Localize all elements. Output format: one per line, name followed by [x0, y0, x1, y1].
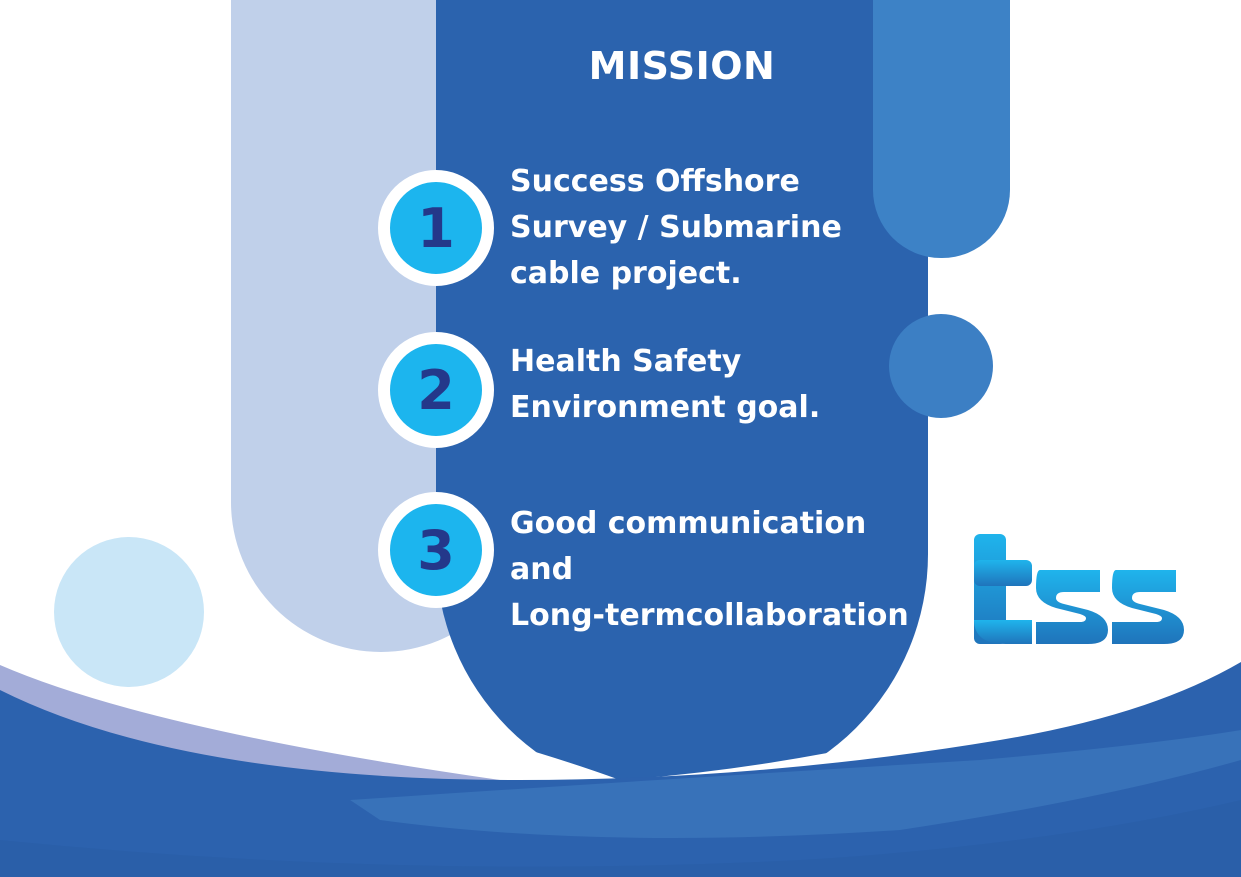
mission-item-line: Long-termcollaboration	[510, 598, 909, 633]
mission-item-1: Success Offshore Survey / Submarine cabl…	[510, 159, 930, 297]
number-badge-2: 2	[378, 332, 494, 448]
blue-wave-light	[350, 730, 1241, 838]
mission-item-line: Survey / Submarine	[510, 210, 842, 245]
mission-item-line: cable project.	[510, 256, 742, 291]
mission-item-line: Success Offshore	[510, 164, 800, 199]
mission-item-3: Good communication and Long-termcollabor…	[510, 501, 920, 639]
decorative-circle-pale	[54, 537, 204, 687]
right-pill-shape	[873, 0, 1010, 258]
lavender-band	[0, 665, 500, 810]
badge-number: 3	[417, 518, 455, 582]
tss-logo-icon	[974, 534, 1184, 644]
badge-number: 1	[417, 196, 455, 260]
decorative-circle-blue	[889, 314, 993, 418]
page-title: MISSION	[588, 44, 776, 88]
number-badge-3: 3	[378, 492, 494, 608]
number-badge-1: 1	[378, 170, 494, 286]
mission-item-line: Good communication and	[510, 506, 867, 587]
blue-wave-bottom	[0, 800, 1241, 877]
mission-item-line: Health Safety	[510, 344, 742, 379]
main-pill-shape	[436, 0, 928, 800]
mission-item-line: Environment goal.	[510, 390, 821, 425]
mission-item-2: Health Safety Environment goal.	[510, 339, 930, 431]
badge-number: 2	[417, 358, 455, 422]
